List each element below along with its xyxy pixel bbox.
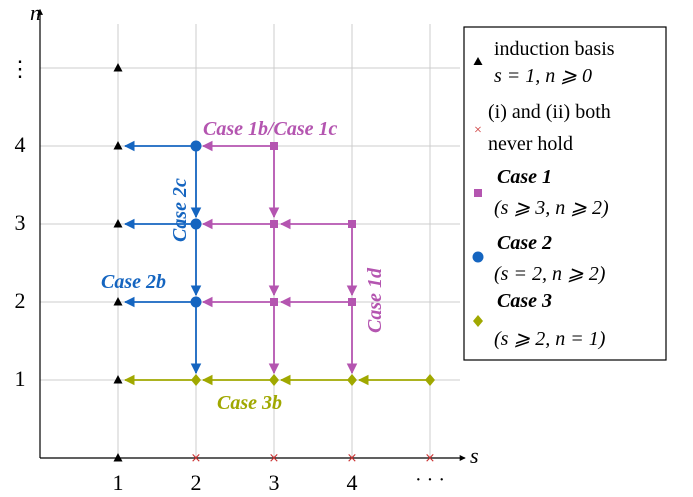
case3-point bbox=[191, 374, 201, 386]
y-tick-ellipsis: ⋮ bbox=[9, 56, 31, 81]
never-point: × bbox=[425, 451, 436, 466]
legend-never-line2: never hold bbox=[488, 133, 573, 155]
basis-point bbox=[113, 219, 123, 228]
y-axis-label: n bbox=[30, 0, 41, 25]
case1-point bbox=[270, 142, 278, 150]
case2-point bbox=[190, 140, 202, 152]
case1-point bbox=[348, 220, 356, 228]
case3-point bbox=[269, 374, 279, 386]
legend-case3-title: Case 3 bbox=[497, 290, 552, 312]
case-1d-label: Case 1d bbox=[364, 267, 386, 333]
never-point: × bbox=[191, 451, 202, 466]
case3-point bbox=[425, 374, 435, 386]
legend-case1-cond: (s ⩾ 3, n ⩾ 2) bbox=[494, 197, 609, 219]
legend-case1-marker bbox=[474, 189, 482, 197]
legend-case2-marker bbox=[472, 251, 484, 263]
y-tick-1: 1 bbox=[15, 366, 26, 391]
legend-case2-title: Case 2 bbox=[497, 232, 552, 254]
case2-point bbox=[190, 218, 202, 230]
legend-case1-title: Case 1 bbox=[497, 166, 552, 188]
case1-point bbox=[270, 298, 278, 306]
case-2c-label: Case 2c bbox=[169, 178, 191, 242]
case2-point bbox=[190, 296, 202, 308]
basis-point bbox=[113, 297, 123, 306]
case1-point bbox=[270, 220, 278, 228]
legend-case3-cond: (s ⩾ 2, n = 1) bbox=[494, 328, 606, 350]
never-point: × bbox=[347, 451, 358, 466]
legend-never-marker: × bbox=[474, 123, 482, 138]
legend-basis-marker bbox=[473, 57, 483, 65]
legend-basis-line1: induction basis bbox=[494, 38, 615, 60]
x-tick-1: 1 bbox=[113, 470, 124, 495]
basis-point bbox=[113, 375, 123, 384]
basis-point bbox=[113, 453, 123, 462]
legend-case3-marker bbox=[473, 315, 483, 327]
x-axis-label: s bbox=[470, 443, 479, 468]
basis-point bbox=[113, 63, 123, 72]
legend-never-line1: (i) and (ii) both bbox=[488, 101, 611, 123]
legend-basis-line2: s = 1, n ⩾ 0 bbox=[494, 65, 592, 87]
legend: induction basis s = 1, n ⩾ 0 × (i) and (… bbox=[463, 26, 667, 361]
y-tick-4: 4 bbox=[15, 132, 26, 157]
x-tick-2: 2 bbox=[191, 470, 202, 495]
legend-box bbox=[463, 26, 667, 361]
y-tick-3: 3 bbox=[15, 210, 26, 235]
axes bbox=[37, 8, 466, 461]
x-tick-3: 3 bbox=[269, 470, 280, 495]
x-tick-ellipsis: · · · bbox=[415, 469, 445, 491]
basis-point bbox=[113, 141, 123, 150]
case-3b-label: Case 3b bbox=[217, 392, 282, 414]
lattice-points: × × × × bbox=[113, 63, 436, 466]
legend-case2-cond: (s = 2, n ⩾ 2) bbox=[494, 263, 606, 285]
x-tick-4: 4 bbox=[347, 470, 358, 495]
case-2b-label: Case 2b bbox=[101, 271, 166, 293]
y-tick-2: 2 bbox=[15, 288, 26, 313]
never-point: × bbox=[269, 451, 280, 466]
case3-point bbox=[347, 374, 357, 386]
case1-point bbox=[348, 298, 356, 306]
case-1b-1c-label: Case 1b/Case 1c bbox=[203, 118, 338, 140]
inference-arrows bbox=[123, 140, 430, 386]
